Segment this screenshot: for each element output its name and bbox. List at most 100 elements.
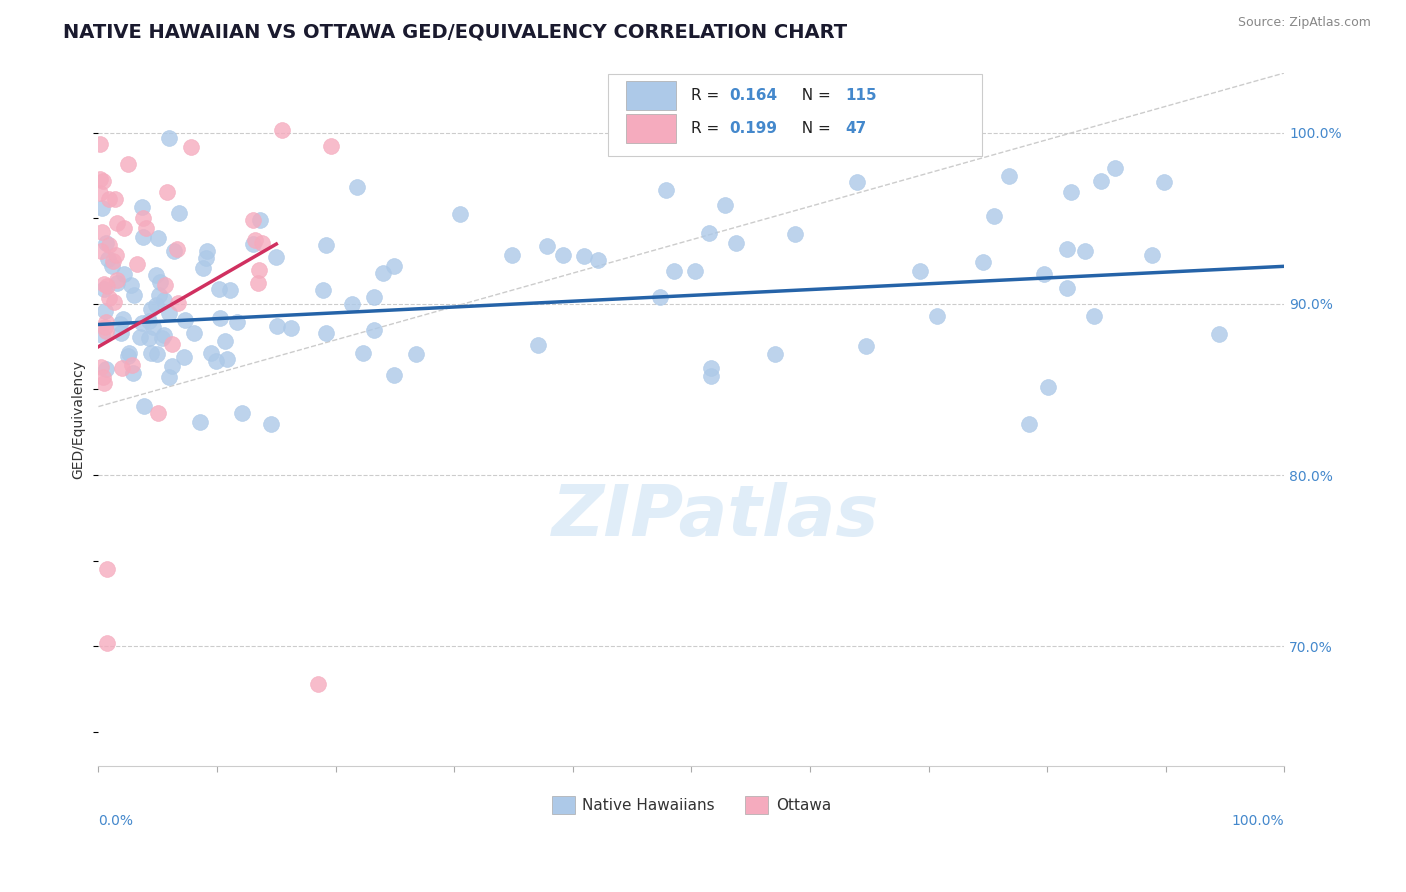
Point (1090, 174, 1112, 188)
Point (91, 174, 114, 188)
Point (94, 361, 117, 376)
Point (105, 248, 128, 262)
Point (94, 324, 117, 338)
Point (160, 359, 183, 374)
Point (121, 358, 143, 372)
Point (138, 314, 160, 328)
Point (352, 346, 374, 360)
Point (363, 291, 385, 305)
Text: 100.0%: 100.0% (1232, 814, 1284, 829)
Point (112, 220, 135, 235)
Point (98, 238, 121, 252)
Point (1056, 243, 1078, 257)
Point (700, 369, 723, 384)
Point (89, 186, 111, 200)
Point (572, 249, 595, 263)
Point (97, 252, 120, 266)
Point (93, 282, 115, 296)
Point (105, 276, 128, 290)
Point (714, 198, 737, 212)
Point (90, 360, 112, 375)
Point (501, 248, 523, 262)
Point (94, 314, 117, 328)
Point (117, 349, 139, 363)
Point (131, 316, 153, 330)
Point (145, 347, 167, 361)
Point (91, 202, 114, 216)
Point (855, 339, 877, 353)
Point (724, 235, 747, 250)
Point (110, 360, 132, 375)
Point (117, 157, 139, 171)
Point (700, 361, 723, 376)
Point (1033, 267, 1056, 281)
Text: R =: R = (692, 121, 724, 136)
Point (180, 140, 202, 154)
Point (94, 319, 117, 334)
Point (197, 244, 219, 259)
Y-axis label: GED/Equivalency: GED/Equivalency (72, 359, 86, 479)
Text: 115: 115 (845, 88, 877, 103)
Point (103, 254, 125, 268)
Point (139, 302, 162, 317)
Text: N =: N = (792, 88, 835, 103)
Point (382, 368, 405, 382)
Point (363, 323, 385, 337)
Point (231, 406, 253, 420)
Point (110, 326, 132, 340)
Text: R =: R = (692, 88, 724, 103)
Point (215, 352, 238, 367)
Point (101, 260, 124, 274)
Point (96, 279, 118, 293)
Point (319, 139, 342, 153)
Point (1073, 244, 1095, 259)
Point (586, 253, 609, 268)
Point (131, 230, 153, 244)
Point (1153, 175, 1175, 189)
Text: ZIPatlas: ZIPatlas (551, 482, 879, 551)
Point (118, 346, 141, 360)
Point (662, 264, 685, 278)
Point (997, 169, 1019, 184)
Point (1104, 161, 1126, 175)
Point (108, 317, 131, 331)
Point (174, 313, 197, 327)
Point (264, 250, 287, 264)
Point (450, 207, 472, 221)
Point (405, 347, 427, 361)
Point (153, 328, 176, 343)
Point (927, 310, 949, 324)
Text: NATIVE HAWAIIAN VS OTTAWA GED/EQUIVALENCY CORRELATION CHART: NATIVE HAWAIIAN VS OTTAWA GED/EQUIVALENC… (63, 22, 848, 41)
Point (536, 239, 558, 253)
Point (1056, 281, 1078, 295)
Point (104, 192, 127, 206)
Point (173, 350, 195, 364)
Text: 0.164: 0.164 (730, 88, 778, 103)
Point (1018, 417, 1040, 431)
Point (226, 315, 249, 329)
Text: 0.199: 0.199 (730, 121, 778, 136)
Point (148, 288, 170, 302)
Point (120, 277, 142, 292)
FancyBboxPatch shape (626, 114, 676, 143)
Text: N =: N = (792, 121, 835, 136)
Point (132, 400, 155, 414)
Point (160, 337, 183, 351)
Point (697, 226, 720, 240)
Point (89, 136, 111, 151)
Point (131, 200, 153, 214)
Point (266, 319, 288, 334)
Point (98, 291, 121, 305)
Point (105, 273, 128, 287)
Point (112, 267, 135, 281)
Point (138, 331, 160, 345)
Point (280, 320, 302, 334)
Point (98, 192, 121, 206)
Point (1083, 309, 1105, 323)
Point (103, 295, 125, 310)
Point (195, 252, 218, 266)
FancyBboxPatch shape (609, 74, 981, 156)
Point (132, 211, 155, 226)
Point (307, 677, 329, 691)
Point (166, 242, 188, 256)
